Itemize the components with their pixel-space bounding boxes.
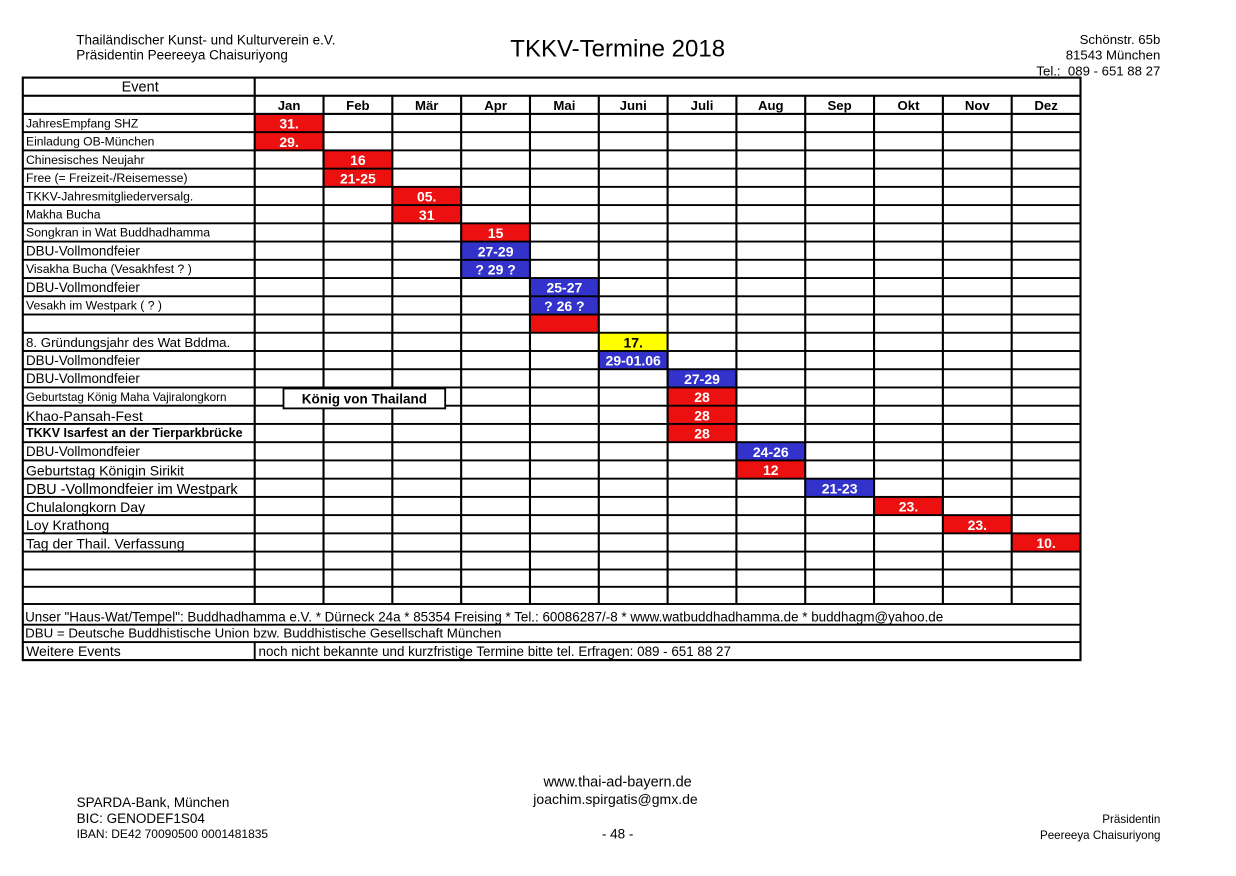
svg-text:Präsidentin Peereeya Chaisuriy: Präsidentin Peereeya Chaisuriyong — [76, 48, 288, 63]
svg-text:31: 31 — [419, 207, 435, 223]
svg-text:12: 12 — [763, 462, 779, 478]
svg-text:Unser "Haus-Wat/Tempel": Buddh: Unser "Haus-Wat/Tempel": Buddhadhamma e.… — [25, 609, 943, 624]
svg-text:joachim.spirgatis@gmx.de: joachim.spirgatis@gmx.de — [532, 791, 698, 807]
svg-text:Nov: Nov — [965, 98, 991, 113]
svg-text:Aug: Aug — [758, 98, 784, 113]
svg-text:Event: Event — [122, 79, 159, 95]
svg-text:Makha Bucha: Makha Bucha — [26, 208, 101, 222]
svg-text:27-29: 27-29 — [478, 243, 514, 259]
svg-text:? 26 ?: ? 26 ? — [544, 298, 584, 314]
svg-text:24-26: 24-26 — [753, 444, 789, 460]
svg-text:28: 28 — [694, 426, 710, 442]
svg-text:25-27: 25-27 — [546, 280, 582, 296]
svg-text:Visakha Bucha (Vesakhfest ? ): Visakha Bucha (Vesakhfest ? ) — [26, 262, 192, 276]
svg-text:Jan: Jan — [278, 98, 301, 113]
svg-text:28: 28 — [694, 407, 710, 423]
svg-text:28: 28 — [694, 389, 710, 405]
svg-text:Feb: Feb — [346, 98, 369, 113]
svg-text:Sep: Sep — [828, 98, 852, 113]
svg-text:Chulalongkorn Day: Chulalongkorn Day — [26, 499, 145, 515]
svg-text:23.: 23. — [899, 499, 918, 515]
svg-text:05.: 05. — [417, 189, 436, 205]
svg-text:TKKV-Jahresmitgliederversalg.: TKKV-Jahresmitgliederversalg. — [26, 189, 193, 203]
svg-text:Dez: Dez — [1034, 98, 1058, 113]
svg-text:Einladung OB-München: Einladung OB-München — [26, 135, 154, 149]
svg-text:SPARDA-Bank, München: SPARDA-Bank, München — [77, 795, 230, 810]
svg-text:21-25: 21-25 — [340, 170, 376, 186]
svg-text:Songkran in Wat Buddhadhamma: Songkran in Wat Buddhadhamma — [26, 226, 210, 240]
svg-text:www.thai-ad-bayern.de: www.thai-ad-bayern.de — [542, 775, 691, 791]
svg-text:29-01.06: 29-01.06 — [606, 353, 661, 369]
svg-text:noch nicht bekannte und kurzfr: noch nicht bekannte und kurzfristige Ter… — [259, 644, 731, 659]
svg-text:31.: 31. — [279, 116, 298, 132]
svg-text:DBU -Vollmondfeier im Westpark: DBU -Vollmondfeier im Westpark — [26, 482, 238, 498]
svg-text:Free (= Freizeit-/Reisemesse): Free (= Freizeit-/Reisemesse) — [26, 171, 188, 185]
svg-text:DBU-Vollmondfeier: DBU-Vollmondfeier — [26, 444, 140, 459]
svg-text:Apr: Apr — [484, 98, 507, 113]
svg-text:15: 15 — [488, 225, 504, 241]
svg-text:27-29: 27-29 — [684, 371, 720, 387]
svg-text:29.: 29. — [279, 134, 298, 150]
svg-text:König von Thailand: König von Thailand — [302, 391, 427, 406]
svg-text:17.: 17. — [623, 334, 642, 350]
svg-text:Vesakh im Westpark ( ? ): Vesakh im Westpark ( ? ) — [26, 299, 162, 313]
svg-text:BIC: GENODEF1S04: BIC: GENODEF1S04 — [77, 811, 206, 826]
svg-text:Geburtstag Königin Sirikit: Geburtstag Königin Sirikit — [26, 463, 184, 479]
svg-text:16: 16 — [350, 152, 366, 168]
svg-text:Tag der Thail. Verfassung: Tag der Thail. Verfassung — [26, 536, 185, 552]
svg-text:Okt: Okt — [898, 98, 921, 113]
svg-text:DBU-Vollmondfeier: DBU-Vollmondfeier — [26, 244, 140, 259]
svg-text:21-23: 21-23 — [822, 480, 858, 496]
svg-text:? 29 ?: ? 29 ? — [475, 262, 515, 278]
svg-text:10.: 10. — [1036, 535, 1055, 551]
svg-text:TKKV-Termine 2018: TKKV-Termine 2018 — [510, 35, 725, 62]
svg-text:Juni: Juni — [620, 98, 647, 113]
svg-text:DBU = Deutsche Buddhistische U: DBU = Deutsche Buddhistische Union bzw. … — [25, 626, 501, 641]
svg-text:Mai: Mai — [553, 98, 575, 113]
svg-text:TKKV Isarfest an der Tierparkb: TKKV Isarfest an der Tierparkbrücke — [26, 426, 243, 440]
svg-text:Präsidentin: Präsidentin — [1102, 813, 1160, 826]
svg-text:Weitere Events: Weitere Events — [26, 643, 121, 659]
svg-text:Schönstr. 65b: Schönstr. 65b — [1080, 32, 1161, 47]
svg-text:81543 München: 81543 München — [1066, 48, 1161, 63]
svg-text:Peereeya Chaisuriyong: Peereeya Chaisuriyong — [1040, 829, 1161, 842]
svg-text:IBAN: DE42 70090500 0001481835: IBAN: DE42 70090500 0001481835 — [77, 827, 269, 841]
svg-text:Thailändischer Kunst- und Kult: Thailändischer Kunst- und Kulturverein e… — [76, 33, 335, 48]
svg-text:Chinesisches Neujahr: Chinesisches Neujahr — [26, 153, 145, 167]
svg-text:DBU-Vollmondfeier: DBU-Vollmondfeier — [26, 353, 140, 368]
svg-text:23.: 23. — [968, 517, 987, 533]
svg-text:Tel.: 089 - 651 88 27: Tel.: 089 - 651 88 27 — [1036, 64, 1160, 79]
svg-text:DBU-Vollmondfeier: DBU-Vollmondfeier — [26, 280, 140, 295]
svg-text:Geburtstag König Maha Vajiralo: Geburtstag König Maha Vajiralongkorn — [26, 391, 227, 404]
svg-text:- 48 -: - 48 - — [602, 826, 634, 841]
svg-text:DBU-Vollmondfeier: DBU-Vollmondfeier — [26, 371, 140, 386]
svg-text:Juli: Juli — [691, 98, 714, 113]
svg-text:Khao-Pansah-Fest: Khao-Pansah-Fest — [26, 408, 143, 424]
svg-text:Loy Krathong: Loy Krathong — [26, 517, 109, 533]
svg-text:JahresEmpfang SHZ: JahresEmpfang SHZ — [26, 116, 139, 130]
svg-text:Mär: Mär — [415, 98, 438, 113]
svg-text:8. Gründungsjahr des Wat Bddma: 8. Gründungsjahr des Wat Bddma. — [26, 335, 230, 350]
